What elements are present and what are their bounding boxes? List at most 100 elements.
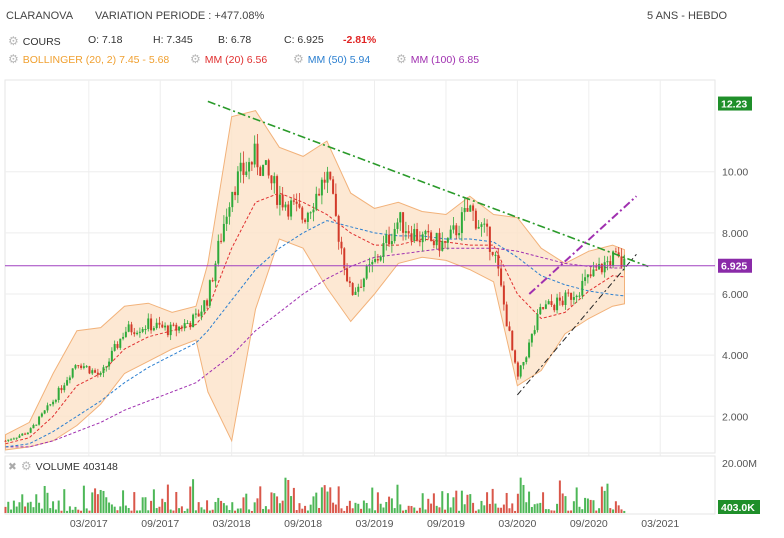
- candle-body: [278, 194, 281, 205]
- volume-bar: [141, 497, 144, 513]
- volume-bar: [539, 502, 542, 513]
- candle-body: [203, 300, 206, 312]
- candle-body: [304, 219, 307, 222]
- candle-body: [329, 171, 332, 180]
- candle-body: [52, 401, 55, 405]
- volume-bar: [575, 487, 578, 513]
- volume-bar: [572, 501, 575, 513]
- volume-bar: [598, 508, 601, 513]
- volume-bar: [4, 506, 7, 513]
- indicator-label: MM (100): [410, 54, 456, 66]
- close-icon[interactable]: ✖: [8, 461, 17, 473]
- volume-bar: [606, 483, 609, 513]
- gear-icon[interactable]: ⚙: [8, 34, 19, 48]
- candle-body: [385, 234, 388, 244]
- last-price-badge-bg: [718, 258, 752, 273]
- volume-bar: [166, 484, 169, 513]
- volume-bar: [329, 487, 332, 513]
- candle-body: [71, 368, 74, 378]
- volume-bar: [564, 496, 567, 513]
- gear-icon[interactable]: ⚙: [396, 52, 407, 66]
- volume-bar: [416, 510, 419, 513]
- volume-bar: [158, 506, 161, 513]
- candle-body: [264, 160, 267, 165]
- volume-bar: [365, 502, 368, 513]
- candle-body: [586, 274, 589, 278]
- volume-bar: [424, 509, 427, 513]
- volume-bar: [522, 484, 525, 513]
- volume-bar: [556, 503, 559, 513]
- candle-body: [236, 171, 239, 196]
- x-tick-label: 03/2017: [70, 518, 108, 530]
- volume-bar: [446, 493, 449, 513]
- max-price-badge: 12.23: [721, 99, 747, 111]
- volume-bar: [491, 488, 494, 513]
- indicator-label: MM (20): [204, 54, 244, 66]
- candle-body: [197, 313, 200, 317]
- candle-body: [365, 265, 368, 279]
- candle-body: [102, 367, 105, 374]
- volume-bar: [253, 502, 256, 513]
- volume-bar: [130, 510, 133, 513]
- volume-bar: [340, 508, 343, 513]
- volume-bar: [245, 493, 248, 513]
- x-tick-label: 09/2017: [141, 518, 179, 530]
- candle-body: [63, 385, 66, 391]
- candle-body: [522, 362, 525, 366]
- candle-body: [474, 210, 477, 229]
- volume-bar: [323, 485, 326, 513]
- candle-body: [88, 366, 91, 374]
- volume-bar: [180, 506, 183, 513]
- volume-bar: [222, 503, 225, 513]
- volume-bar: [259, 486, 262, 513]
- volume-bar: [214, 501, 217, 513]
- volume-bar: [94, 488, 97, 513]
- candle-body: [430, 232, 433, 241]
- volume-bar: [488, 503, 491, 513]
- candle-body: [180, 326, 183, 329]
- candle-body: [96, 372, 99, 375]
- candle-body: [306, 212, 309, 222]
- gear-icon[interactable]: ⚙: [20, 459, 32, 473]
- volume-bar: [306, 510, 309, 513]
- candle-body: [612, 251, 615, 266]
- volume-bar: [206, 500, 209, 513]
- indicator-mm50[interactable]: ⚙ MM (50) 5.94: [293, 52, 370, 66]
- candle-body: [460, 212, 463, 234]
- volume-bar: [332, 502, 335, 513]
- volume-bar: [290, 496, 293, 513]
- volume-bar: [91, 492, 94, 513]
- candle-body: [539, 307, 542, 315]
- volume-bar: [320, 487, 323, 513]
- support-trendline: [516, 253, 637, 396]
- candle-body: [46, 405, 49, 411]
- volume-bar: [460, 490, 463, 513]
- indicator-bollinger[interactable]: ⚙ BOLLINGER (20, 2) 7.45 - 5.68: [8, 52, 169, 66]
- gear-icon[interactable]: ⚙: [293, 52, 304, 66]
- gear-icon[interactable]: ⚙: [8, 52, 19, 66]
- volume-bar: [15, 506, 18, 513]
- volume-bar: [292, 487, 295, 513]
- indicator-value: 5.94: [349, 54, 371, 66]
- candle-body: [533, 330, 536, 334]
- volume-bar: [304, 505, 307, 513]
- candle-body: [116, 344, 119, 348]
- volume-bar: [558, 480, 561, 513]
- indicator-mm100[interactable]: ⚙ MM (100) 6.85: [396, 52, 479, 66]
- candle-body: [253, 143, 256, 165]
- candle-body: [158, 322, 161, 325]
- period-selector[interactable]: 5 ANS - HEBDO: [647, 10, 728, 22]
- candle-body: [267, 160, 270, 176]
- gear-icon[interactable]: ⚙: [190, 52, 201, 66]
- candle-body: [469, 205, 472, 212]
- candle-body: [458, 233, 461, 236]
- volume-bar: [592, 500, 595, 513]
- volume-bar: [530, 506, 533, 513]
- indicator-mm20[interactable]: ⚙ MM (20) 6.56: [190, 52, 267, 66]
- candle-body: [390, 241, 393, 245]
- volume-bars: 20.00M 403.0K: [4, 458, 760, 514]
- volume-bar: [99, 489, 102, 513]
- candle-body: [74, 365, 77, 369]
- candle-body: [553, 304, 556, 311]
- candle-body: [222, 223, 225, 242]
